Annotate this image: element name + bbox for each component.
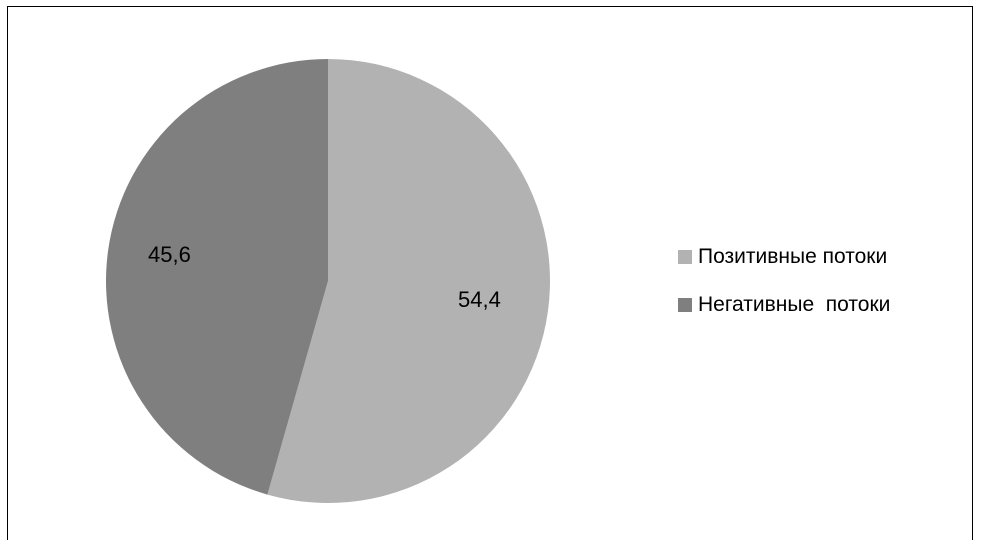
chart-area [7, 6, 973, 540]
data-label-positive: 54,4 [458, 287, 501, 312]
data-label-negative: 45,6 [148, 242, 191, 267]
legend-swatch-positive [678, 250, 692, 264]
legend-label-negative: Негативные потоки [698, 293, 891, 316]
legend-item-positive: Позитивные потоки [678, 242, 890, 272]
pie-data-labels: 54,4 45,6 [148, 242, 501, 312]
legend-label-positive: Позитивные потоки [698, 245, 888, 268]
pie-slices [106, 59, 551, 504]
pie-slice-negative [106, 59, 328, 495]
pie-slice-positive [267, 59, 551, 504]
legend: Позитивные потоки Негативные потоки [678, 242, 890, 338]
legend-swatch-negative [678, 298, 692, 312]
legend-item-negative: Негативные потоки [678, 290, 890, 320]
